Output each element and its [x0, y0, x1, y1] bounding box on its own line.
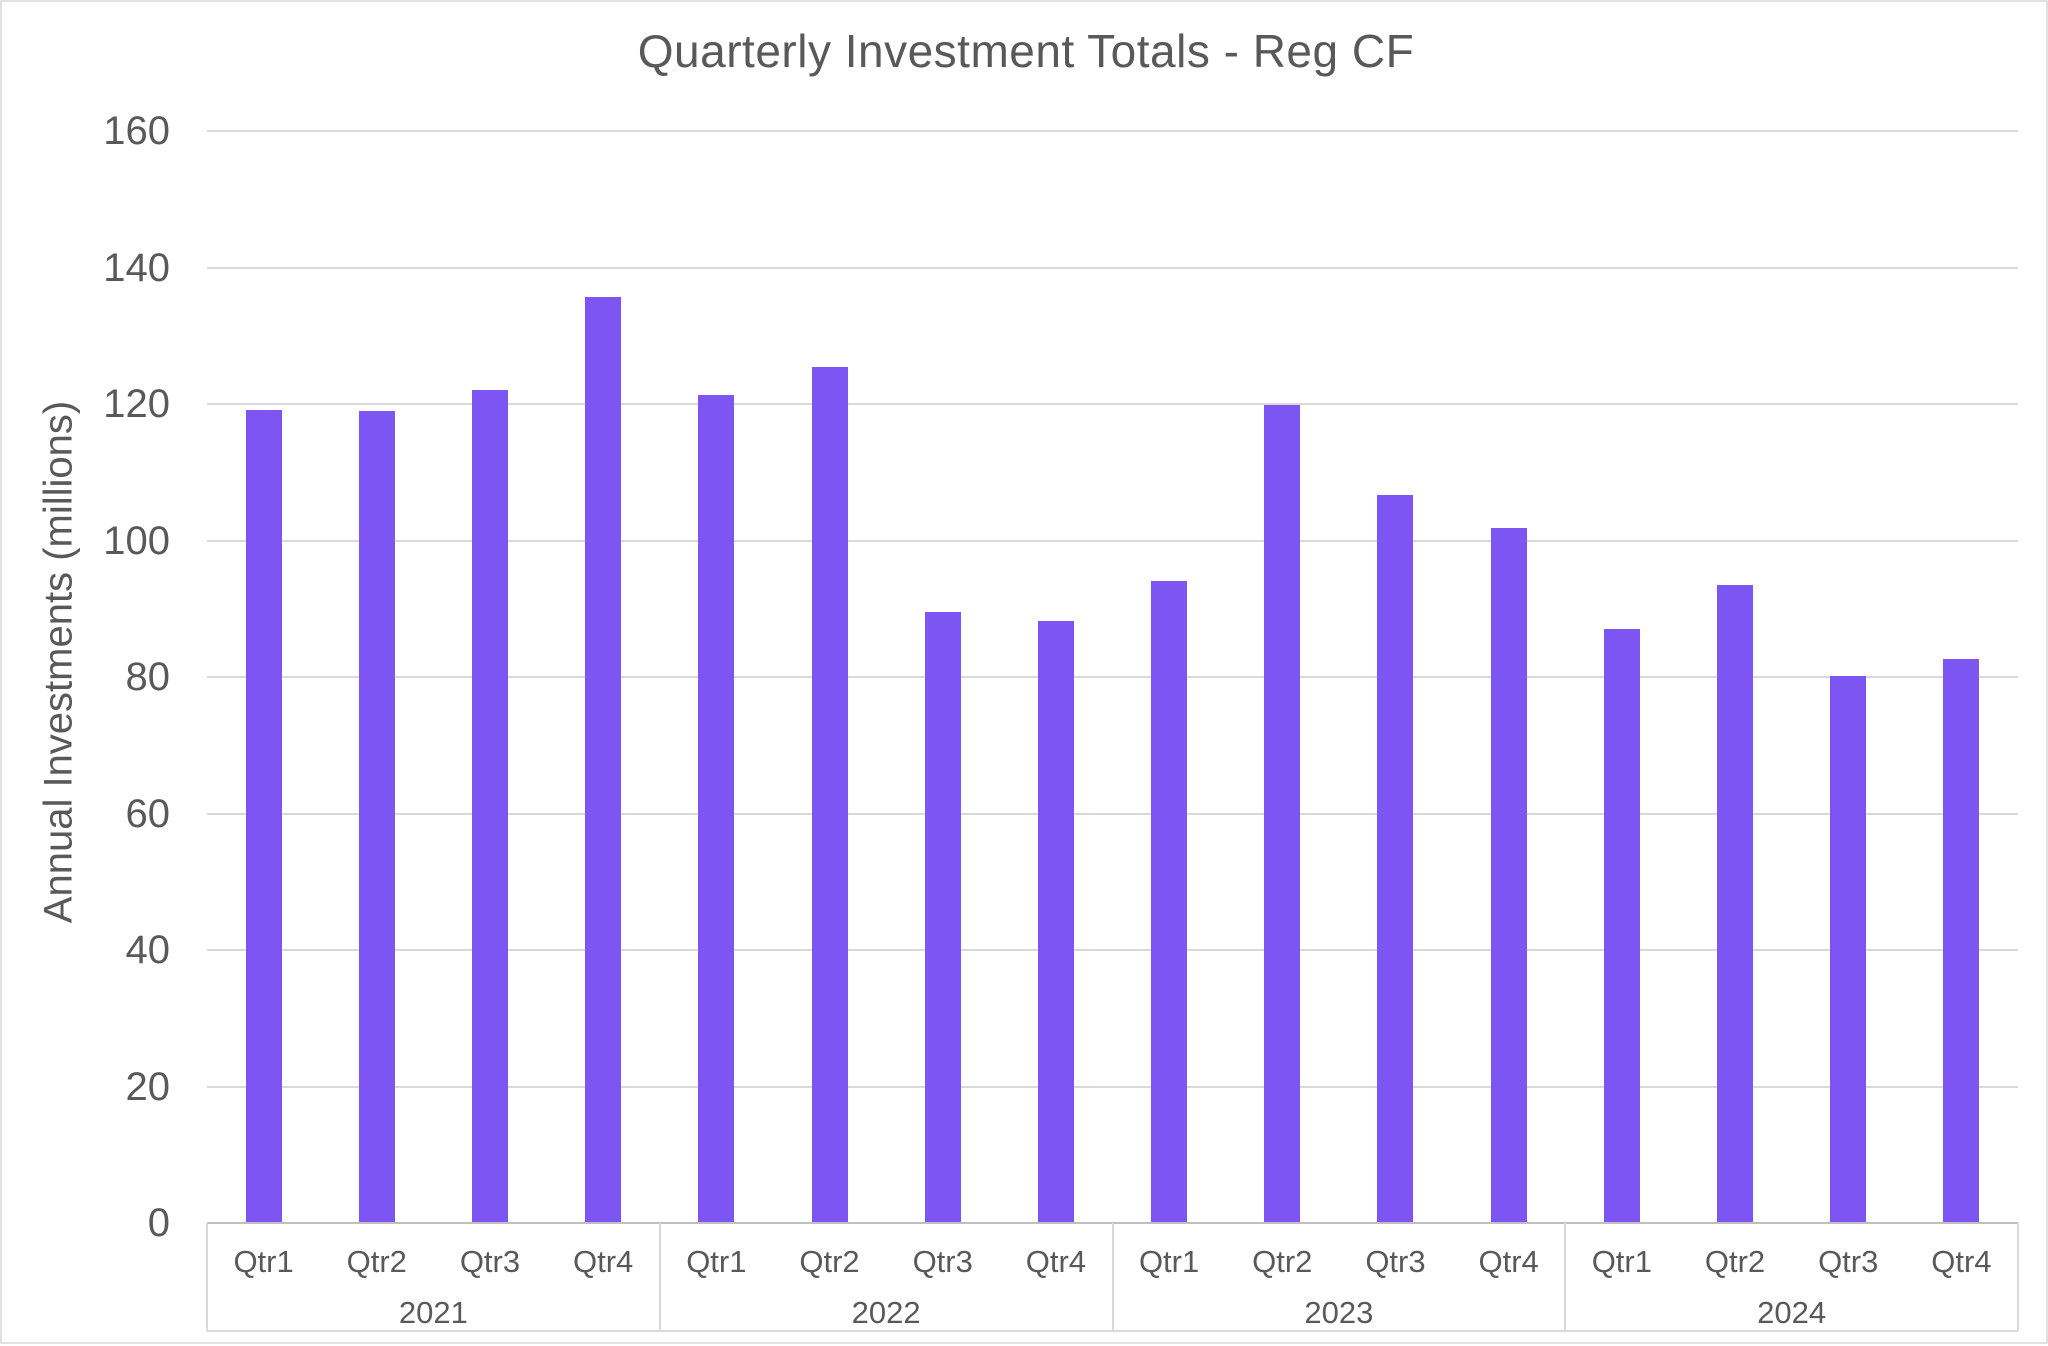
- x-axis-quarter-label: Qtr3: [1818, 1244, 1879, 1279]
- x-axis-quarter-label: Qtr4: [1931, 1244, 1992, 1279]
- gridline: [207, 812, 2018, 815]
- bar-2022-qtr4[interactable]: [1037, 621, 1074, 1223]
- y-axis-tick-label: 40: [125, 928, 171, 972]
- gridline: [207, 266, 2018, 269]
- year-group-separator: [658, 1223, 661, 1331]
- bar-2023-qtr4[interactable]: [1490, 528, 1527, 1223]
- y-axis-tick-label: 160: [103, 109, 170, 153]
- gridline: [207, 130, 2018, 132]
- x-axis-quarter-label: Qtr3: [459, 1244, 521, 1279]
- chart-title: Quarterly Investment Totals - Reg CF: [637, 25, 1415, 77]
- x-axis-area-bottom-border: [207, 1330, 2018, 1332]
- bar-2024-qtr1[interactable]: [1603, 629, 1640, 1223]
- x-axis-quarter-label: Qtr1: [1138, 1244, 1200, 1279]
- y-axis-tick-label: 140: [103, 245, 170, 290]
- year-group-separator: [206, 1223, 208, 1331]
- x-axis-quarter-label: Qtr1: [1591, 1244, 1652, 1279]
- y-axis-tick-label: 20: [125, 1064, 171, 1109]
- year-group-separator: [2017, 1223, 2019, 1331]
- x-axis-quarter-label: Qtr2: [1252, 1244, 1313, 1279]
- x-axis-quarter-label: Qtr2: [346, 1244, 407, 1279]
- year-group-separator: [1111, 1223, 1114, 1331]
- bar-2022-qtr3[interactable]: [924, 612, 961, 1223]
- y-axis-tick-label: 100: [103, 518, 170, 563]
- bar-2023-qtr1[interactable]: [1151, 580, 1188, 1223]
- bar-2021-qtr3[interactable]: [471, 389, 508, 1223]
- gridline: [207, 539, 2018, 542]
- gridline: [207, 403, 2018, 405]
- x-axis-year-label: 2024: [1757, 1295, 1827, 1330]
- bar-2022-qtr1[interactable]: [698, 395, 735, 1223]
- bar-2021-qtr4[interactable]: [585, 296, 622, 1223]
- x-axis-quarter-label: Qtr1: [233, 1244, 294, 1279]
- x-axis-quarter-label: Qtr4: [1478, 1244, 1539, 1279]
- bar-2021-qtr1[interactable]: [245, 410, 282, 1223]
- bar-2023-qtr2[interactable]: [1264, 404, 1301, 1223]
- bar-2023-qtr3[interactable]: [1377, 494, 1414, 1223]
- y-axis-tick-label: 80: [125, 655, 171, 699]
- bar-2022-qtr2[interactable]: [811, 367, 848, 1223]
- x-axis-year-label: 2022: [851, 1295, 921, 1330]
- gridline: [207, 949, 2018, 951]
- y-axis-tick-label: 60: [125, 791, 171, 836]
- y-axis-tick-label: 0: [147, 1201, 170, 1245]
- bar-2024-qtr3[interactable]: [1830, 676, 1867, 1223]
- x-axis-quarter-label: Qtr1: [686, 1244, 747, 1279]
- y-axis-tick-label: 120: [103, 382, 170, 426]
- bar-2021-qtr2[interactable]: [358, 410, 395, 1223]
- x-axis-year-label: 2023: [1304, 1295, 1374, 1330]
- bar-2024-qtr2[interactable]: [1717, 584, 1754, 1223]
- x-axis-quarter-label: Qtr4: [1025, 1244, 1087, 1279]
- x-axis-quarter-label: Qtr2: [1704, 1244, 1766, 1279]
- x-axis-quarter-label: Qtr3: [1365, 1244, 1426, 1279]
- x-axis-quarter-label: Qtr4: [573, 1244, 634, 1279]
- x-axis-year-label: 2021: [398, 1295, 468, 1330]
- gridline: [207, 676, 2018, 678]
- x-axis-quarter-label: Qtr3: [912, 1244, 973, 1279]
- x-axis-quarter-label: Qtr2: [799, 1244, 860, 1279]
- bar-2024-qtr4[interactable]: [1943, 659, 1980, 1223]
- gridline: [207, 1085, 2018, 1088]
- year-group-separator: [1564, 1223, 1567, 1331]
